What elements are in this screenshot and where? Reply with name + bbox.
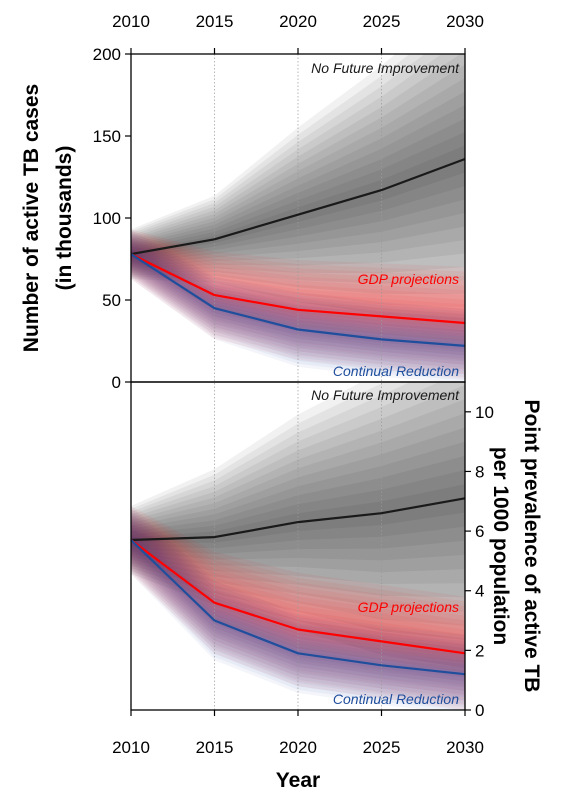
- x-tick-label-bottom: 2030: [446, 738, 484, 757]
- uncertainty-band: [131, 132, 465, 259]
- y-tick-label: 50: [102, 291, 121, 310]
- uncertainty-band: [131, 517, 465, 701]
- x-tick-label-top: 2020: [279, 12, 317, 31]
- uncertainty-band: [131, 455, 465, 555]
- top-y-axis-title-line2: (in thousands): [53, 146, 76, 291]
- series-line-bottom: [130, 539, 466, 655]
- uncertainty-band: [131, 229, 465, 382]
- x-tick-label-bottom: 2010: [112, 738, 150, 757]
- uncertainty-band: [131, 534, 465, 681]
- uncertainty-band: [131, 511, 465, 708]
- uncertainty-band: [131, 239, 465, 368]
- gridlines: [214, 54, 382, 710]
- uncertainty-band: [131, 245, 465, 359]
- uncertainty-band: [131, 520, 465, 687]
- y-tick-label: 6: [475, 522, 484, 541]
- uncertainty-band: [131, 537, 465, 659]
- bottom-y-axis-title-line2: per 1000 population: [489, 447, 512, 645]
- y-tick-label: 2: [475, 641, 484, 660]
- uncertainty-band: [131, 523, 465, 694]
- bottom-annotation-gdp: GDP projections: [358, 599, 459, 615]
- x-tick-label-top: 2015: [196, 12, 234, 31]
- series-line-top: [130, 253, 466, 325]
- x-tick-label-bottom: 2020: [279, 738, 317, 757]
- uncertainty-band: [131, 531, 465, 668]
- series-line-bottom: [130, 497, 466, 542]
- top-annotation-no-future: No Future Improvement: [311, 60, 460, 76]
- top-y-axis-title-line1: Number of active TB cases: [20, 84, 43, 352]
- uncertainty-band: [131, 237, 465, 371]
- series-line-bottom: [130, 539, 466, 676]
- tick-labels: 0 50 100 150 200 0 2 4 6 8 10 2010 2010 2015 2015 2020 2…: [93, 12, 494, 757]
- y-tick-label: 100: [93, 209, 121, 228]
- uncertainty-band: [131, 118, 465, 261]
- y-tick-label: 0: [112, 373, 121, 392]
- uncertainty-band: [131, 241, 465, 365]
- series-line-top: [130, 157, 466, 256]
- bottom-annotation-continual: Continual Reduction: [333, 691, 459, 707]
- uncertainty-band: [131, 537, 465, 678]
- bottom-y-axis-title-line1: Point prevalence of active TB: [520, 400, 543, 693]
- series-lines: [130, 157, 466, 676]
- y-tick-label: 4: [475, 582, 484, 601]
- uncertainty-band: [131, 506, 465, 710]
- uncertainty-band: [131, 247, 465, 337]
- x-tick-label-bottom: 2015: [196, 738, 234, 757]
- x-tick-label-top: 2010: [112, 12, 150, 31]
- uncertainty-band: [131, 247, 465, 356]
- uncertainty-band: [131, 243, 465, 362]
- y-tick-label: 200: [93, 45, 121, 64]
- uncertainty-band: [131, 239, 465, 356]
- axis-ticks: [125, 48, 471, 716]
- x-tick-label-bottom: 2025: [363, 738, 401, 757]
- y-tick-label: 150: [93, 127, 121, 146]
- uncertainty-band: [131, 534, 465, 663]
- y-tick-label: 8: [475, 462, 484, 481]
- bottom-annotation-no-future: No Future Improvement: [311, 387, 460, 403]
- y-tick-label: 0: [475, 701, 484, 720]
- uncertainty-band: [131, 249, 465, 333]
- x-tick-label-top: 2030: [446, 12, 484, 31]
- y-tick-label: 10: [475, 403, 494, 422]
- x-tick-label-top: 2025: [363, 12, 401, 31]
- x-axis-title: Year: [276, 769, 320, 792]
- uncertainty-band: [131, 231, 465, 381]
- top-annotation-gdp: GDP projections: [358, 271, 459, 287]
- uncertainty-band: [131, 233, 465, 370]
- series-line-top: [130, 253, 466, 347]
- top-annotation-continual: Continual Reduction: [333, 363, 459, 379]
- uncertainty-band: [131, 91, 465, 265]
